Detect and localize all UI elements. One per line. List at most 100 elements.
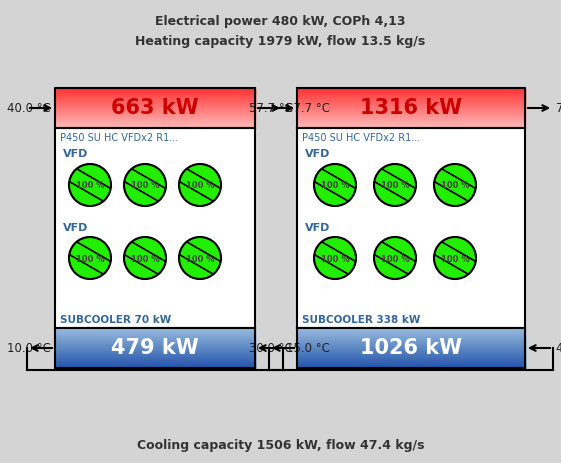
Bar: [55, 328, 255, 329]
Bar: [55, 125, 255, 126]
Bar: [55, 124, 255, 125]
Text: 100 %: 100 %: [381, 255, 410, 263]
Bar: [55, 352, 255, 353]
Text: VFD: VFD: [63, 223, 89, 233]
Bar: [297, 366, 525, 367]
Bar: [297, 116, 525, 117]
Bar: [297, 97, 525, 98]
Bar: [55, 94, 255, 95]
Bar: [55, 126, 255, 127]
Bar: [297, 124, 525, 125]
Circle shape: [124, 164, 166, 206]
Circle shape: [69, 237, 111, 279]
Bar: [297, 351, 525, 352]
Bar: [297, 336, 525, 337]
Bar: [297, 352, 525, 353]
Bar: [55, 89, 255, 90]
Bar: [297, 345, 525, 346]
Bar: [297, 124, 525, 125]
Bar: [55, 117, 255, 118]
Circle shape: [69, 164, 111, 206]
Bar: [55, 335, 255, 336]
Text: 100 %: 100 %: [441, 255, 470, 263]
Bar: [55, 339, 255, 340]
Bar: [297, 368, 525, 369]
Bar: [297, 331, 525, 332]
Bar: [55, 121, 255, 122]
Bar: [297, 126, 525, 127]
Text: 100 %: 100 %: [186, 181, 214, 190]
Bar: [55, 112, 255, 113]
Bar: [55, 127, 255, 129]
Bar: [55, 367, 255, 368]
Bar: [55, 349, 255, 350]
Bar: [297, 117, 525, 118]
Bar: [297, 92, 525, 93]
Bar: [297, 109, 525, 110]
Bar: [55, 115, 255, 116]
Bar: [55, 334, 255, 336]
Bar: [55, 357, 255, 358]
Bar: [55, 342, 255, 343]
Bar: [55, 340, 255, 342]
Bar: [55, 93, 255, 94]
Bar: [55, 90, 255, 91]
Bar: [297, 88, 525, 89]
Bar: [297, 128, 525, 328]
Bar: [55, 350, 255, 351]
Bar: [297, 104, 525, 105]
Bar: [297, 341, 525, 342]
Bar: [55, 96, 255, 97]
Bar: [297, 101, 525, 102]
Bar: [55, 104, 255, 105]
Bar: [297, 125, 525, 126]
Circle shape: [179, 164, 221, 206]
Bar: [297, 349, 525, 350]
Text: P450 SU HC VFDx2 R1...: P450 SU HC VFDx2 R1...: [302, 133, 420, 143]
Bar: [55, 330, 255, 331]
Bar: [55, 100, 255, 101]
Bar: [55, 120, 255, 121]
Bar: [55, 89, 255, 90]
Bar: [297, 103, 525, 104]
Bar: [55, 107, 255, 108]
Bar: [55, 329, 255, 330]
Bar: [297, 348, 525, 349]
Bar: [297, 346, 525, 348]
Bar: [55, 355, 255, 356]
Bar: [297, 353, 525, 354]
Bar: [297, 121, 525, 123]
Bar: [55, 351, 255, 352]
Text: 100 %: 100 %: [441, 181, 470, 190]
Bar: [55, 330, 255, 331]
Bar: [297, 350, 525, 351]
Bar: [55, 95, 255, 96]
Bar: [297, 355, 525, 356]
Bar: [55, 121, 255, 123]
Circle shape: [374, 164, 416, 206]
Bar: [55, 337, 255, 338]
Bar: [297, 333, 525, 334]
Bar: [55, 358, 255, 359]
Bar: [55, 359, 255, 361]
Bar: [297, 121, 525, 122]
Bar: [55, 343, 255, 344]
Bar: [297, 330, 525, 331]
Bar: [297, 367, 525, 368]
Bar: [55, 123, 255, 124]
Bar: [55, 368, 255, 369]
Bar: [55, 348, 255, 349]
Bar: [297, 88, 525, 128]
Bar: [297, 88, 525, 89]
Bar: [297, 105, 525, 106]
Bar: [297, 96, 525, 97]
Bar: [55, 347, 255, 348]
Bar: [55, 107, 255, 108]
Text: 479 kW: 479 kW: [111, 338, 199, 358]
Bar: [297, 102, 525, 103]
Bar: [55, 343, 255, 344]
Bar: [297, 349, 525, 350]
Bar: [297, 127, 525, 129]
Bar: [297, 337, 525, 338]
Bar: [297, 361, 525, 362]
